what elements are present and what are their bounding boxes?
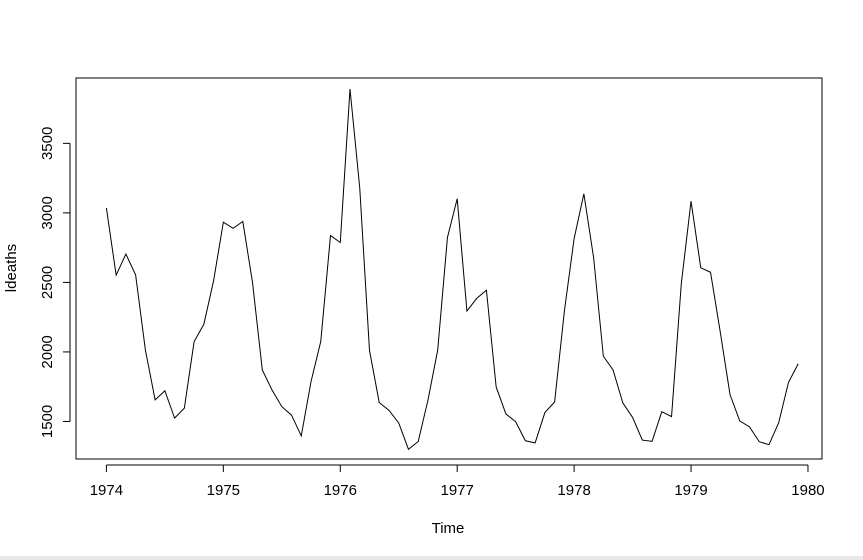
y-tick-label: 2000 [39, 335, 56, 368]
x-tick-label: 1977 [440, 482, 473, 499]
x-tick-label: 1980 [791, 482, 824, 499]
series-line-ldeaths [105, 88, 799, 451]
y-tick-label: 3500 [39, 127, 56, 160]
y-tick-label: 3000 [39, 196, 56, 229]
y-axis-label: ldeaths [3, 244, 20, 292]
y-tick-label: 2500 [39, 266, 56, 299]
x-tick-label: 1979 [674, 482, 707, 499]
y-tick-label: 1500 [39, 405, 56, 438]
y-axis: 1500 2000 2500 3000 3500 [39, 127, 71, 438]
window-bottom-strip [0, 556, 863, 560]
x-tick-label: 1978 [557, 482, 590, 499]
x-tick-label: 1974 [90, 482, 123, 499]
x-tick-label: 1976 [324, 482, 357, 499]
x-axis-label: Time [432, 520, 465, 537]
plot-frame [75, 77, 823, 460]
x-axis: 1974 1975 1976 1977 1978 1979 1980 [90, 464, 825, 499]
x-tick-label: 1975 [207, 482, 240, 499]
